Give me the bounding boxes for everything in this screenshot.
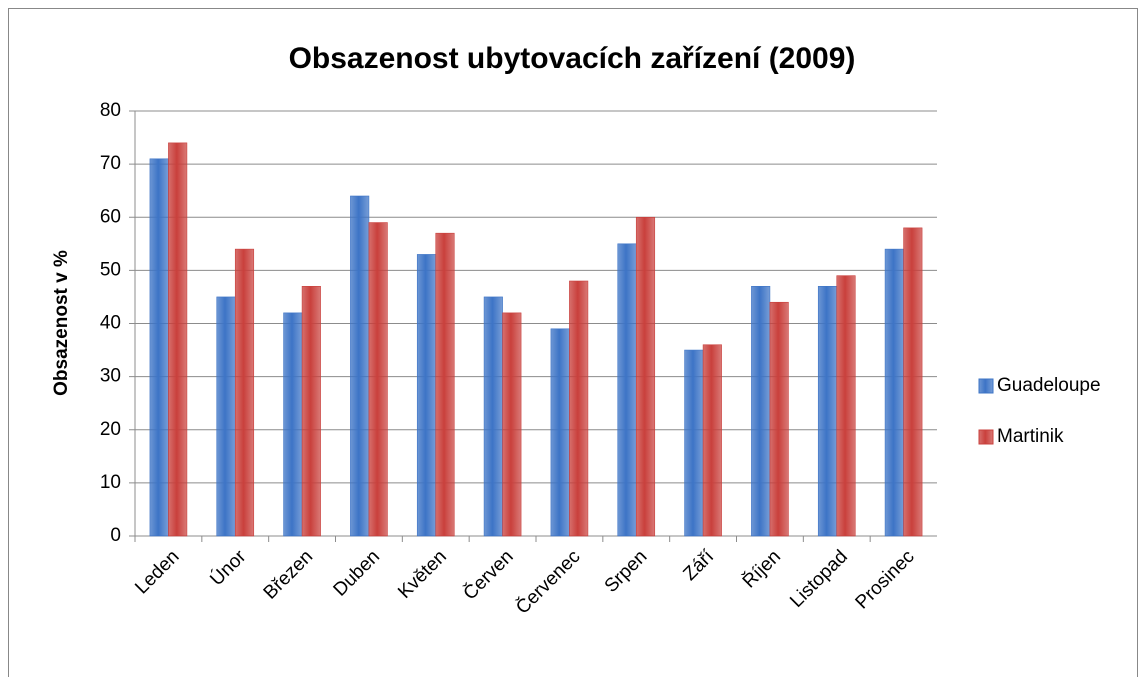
- bar: [751, 286, 771, 537]
- bar: [149, 158, 169, 537]
- legend-label: Guadeloupe: [997, 375, 1101, 396]
- bar: [617, 243, 637, 537]
- legend-swatch: [978, 429, 994, 445]
- legend-swatch: [978, 378, 994, 394]
- y-axis-label: Obsazenost v %: [51, 250, 72, 396]
- bar: [702, 344, 722, 537]
- bar: [884, 248, 904, 537]
- y-tick-label: 0: [110, 525, 121, 546]
- y-tick-label: 10: [100, 472, 121, 493]
- bar: [684, 349, 704, 537]
- bar: [301, 286, 321, 537]
- bar: [350, 195, 370, 537]
- bar: [234, 248, 255, 537]
- y-tick-label: 20: [100, 419, 121, 440]
- bar: [435, 232, 455, 537]
- bar: [569, 280, 589, 537]
- y-tick-label: 60: [100, 206, 121, 227]
- bar: [550, 328, 570, 537]
- bar: [817, 286, 838, 537]
- y-tick-label: 40: [100, 313, 121, 334]
- bar: [368, 222, 388, 537]
- y-tick-label: 30: [100, 366, 121, 387]
- bar: [216, 296, 236, 537]
- bar: [283, 312, 303, 537]
- chart-title: Obsazenost ubytovacích zařízení (2009): [289, 42, 856, 75]
- bar: [483, 296, 503, 537]
- bar: [903, 227, 923, 537]
- bar: [769, 301, 789, 537]
- y-tick-label: 70: [100, 153, 121, 174]
- bar: [502, 312, 522, 537]
- bar: [168, 142, 188, 537]
- bar: [416, 254, 437, 537]
- legend-label: Martinik: [997, 426, 1064, 447]
- bar: [836, 275, 856, 537]
- y-tick-label: 50: [100, 259, 121, 280]
- y-tick-label: 80: [100, 100, 121, 121]
- bar: [635, 216, 656, 537]
